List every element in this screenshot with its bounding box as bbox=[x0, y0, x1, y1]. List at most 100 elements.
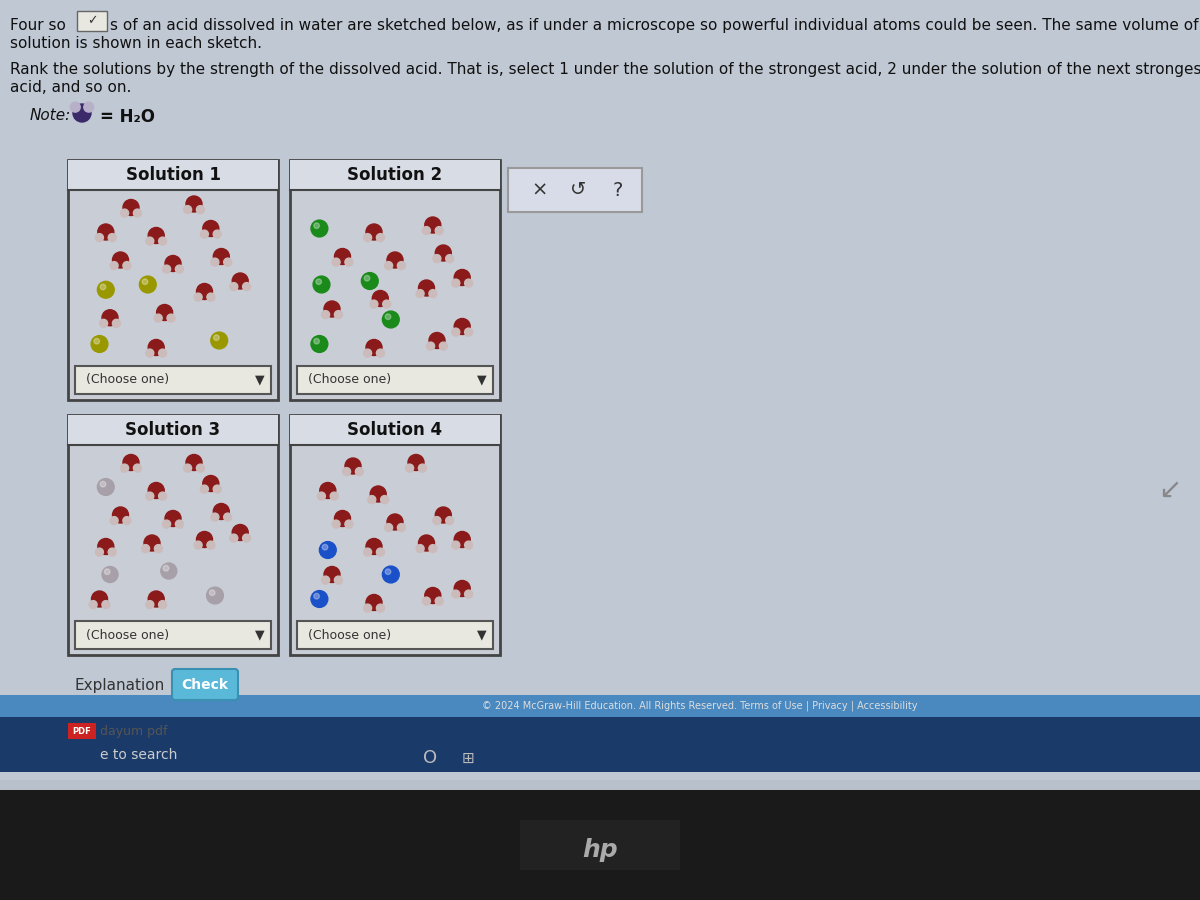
Circle shape bbox=[230, 534, 238, 542]
Circle shape bbox=[332, 258, 340, 266]
Circle shape bbox=[223, 513, 232, 521]
Circle shape bbox=[346, 458, 361, 474]
Text: © 2024 McGraw-Hill Education. All Rights Reserved. Terms of Use | Privacy | Acce: © 2024 McGraw-Hill Education. All Rights… bbox=[482, 701, 918, 711]
Circle shape bbox=[419, 464, 426, 473]
Circle shape bbox=[344, 520, 353, 528]
Circle shape bbox=[428, 544, 437, 553]
Circle shape bbox=[366, 595, 382, 610]
Text: ▼: ▼ bbox=[256, 628, 265, 642]
Text: hp: hp bbox=[582, 838, 618, 862]
Circle shape bbox=[203, 475, 218, 491]
Circle shape bbox=[335, 576, 342, 584]
Circle shape bbox=[144, 535, 160, 551]
Text: ▼: ▼ bbox=[256, 374, 265, 386]
Circle shape bbox=[211, 332, 228, 349]
Circle shape bbox=[71, 103, 80, 112]
Circle shape bbox=[197, 205, 204, 213]
Text: O: O bbox=[422, 749, 437, 767]
Circle shape bbox=[124, 454, 139, 471]
Circle shape bbox=[197, 464, 204, 473]
FancyBboxPatch shape bbox=[68, 160, 278, 400]
Circle shape bbox=[110, 262, 118, 270]
Circle shape bbox=[214, 485, 221, 493]
Circle shape bbox=[175, 266, 184, 273]
Circle shape bbox=[97, 282, 114, 298]
Circle shape bbox=[445, 255, 454, 263]
FancyBboxPatch shape bbox=[290, 415, 500, 445]
Circle shape bbox=[454, 269, 470, 285]
FancyBboxPatch shape bbox=[68, 415, 278, 445]
Circle shape bbox=[184, 464, 192, 473]
Circle shape bbox=[385, 569, 391, 574]
Circle shape bbox=[419, 535, 434, 551]
Circle shape bbox=[416, 290, 424, 298]
Circle shape bbox=[322, 576, 330, 584]
Circle shape bbox=[430, 332, 445, 348]
Text: ×: × bbox=[532, 181, 548, 200]
Circle shape bbox=[439, 342, 448, 350]
Circle shape bbox=[206, 541, 215, 549]
Text: (Choose one): (Choose one) bbox=[86, 374, 169, 386]
FancyBboxPatch shape bbox=[508, 168, 642, 212]
Circle shape bbox=[324, 566, 340, 582]
Circle shape bbox=[223, 258, 232, 266]
Circle shape bbox=[242, 283, 251, 291]
Circle shape bbox=[318, 492, 325, 500]
Circle shape bbox=[214, 230, 221, 238]
Circle shape bbox=[383, 566, 400, 583]
Circle shape bbox=[113, 320, 120, 328]
Text: Note:: Note: bbox=[30, 108, 71, 123]
Text: s of an acid dissolved in water are sketched below, as if under a microscope so : s of an acid dissolved in water are sket… bbox=[110, 18, 1199, 33]
Text: Solution 1: Solution 1 bbox=[126, 166, 221, 184]
Circle shape bbox=[332, 520, 340, 528]
Circle shape bbox=[89, 600, 97, 608]
Circle shape bbox=[124, 200, 139, 215]
Polygon shape bbox=[0, 0, 1200, 780]
Text: solution is shown in each sketch.: solution is shown in each sketch. bbox=[10, 36, 262, 51]
Circle shape bbox=[313, 223, 319, 229]
Circle shape bbox=[416, 544, 424, 553]
FancyBboxPatch shape bbox=[74, 621, 271, 649]
Circle shape bbox=[163, 266, 170, 273]
Circle shape bbox=[142, 544, 150, 553]
Circle shape bbox=[102, 310, 118, 326]
Circle shape bbox=[91, 336, 108, 353]
Circle shape bbox=[161, 563, 176, 579]
Circle shape bbox=[186, 196, 202, 212]
Circle shape bbox=[366, 339, 382, 356]
Circle shape bbox=[214, 503, 229, 519]
Circle shape bbox=[464, 279, 473, 287]
Circle shape bbox=[133, 464, 142, 473]
Circle shape bbox=[366, 538, 382, 554]
Circle shape bbox=[464, 541, 473, 549]
Text: ?: ? bbox=[613, 181, 623, 200]
Circle shape bbox=[427, 342, 434, 350]
Circle shape bbox=[163, 565, 169, 571]
Circle shape bbox=[149, 482, 164, 499]
Circle shape bbox=[433, 255, 440, 263]
Circle shape bbox=[316, 279, 322, 284]
Circle shape bbox=[214, 248, 229, 265]
Circle shape bbox=[335, 510, 350, 526]
Circle shape bbox=[175, 520, 184, 528]
Circle shape bbox=[100, 320, 108, 328]
Circle shape bbox=[319, 542, 336, 558]
Circle shape bbox=[158, 600, 167, 608]
Circle shape bbox=[113, 252, 128, 268]
Circle shape bbox=[155, 314, 162, 322]
Circle shape bbox=[355, 468, 364, 475]
FancyBboxPatch shape bbox=[290, 160, 500, 400]
FancyBboxPatch shape bbox=[68, 723, 96, 739]
Circle shape bbox=[364, 548, 372, 556]
Text: Check: Check bbox=[181, 678, 228, 692]
Circle shape bbox=[422, 227, 431, 235]
Circle shape bbox=[454, 532, 470, 547]
Circle shape bbox=[211, 258, 218, 266]
Text: PDF: PDF bbox=[73, 726, 91, 735]
Circle shape bbox=[158, 237, 167, 245]
FancyBboxPatch shape bbox=[74, 366, 271, 394]
Circle shape bbox=[146, 237, 154, 245]
Circle shape bbox=[209, 590, 215, 596]
Circle shape bbox=[385, 262, 392, 270]
Circle shape bbox=[428, 290, 437, 298]
